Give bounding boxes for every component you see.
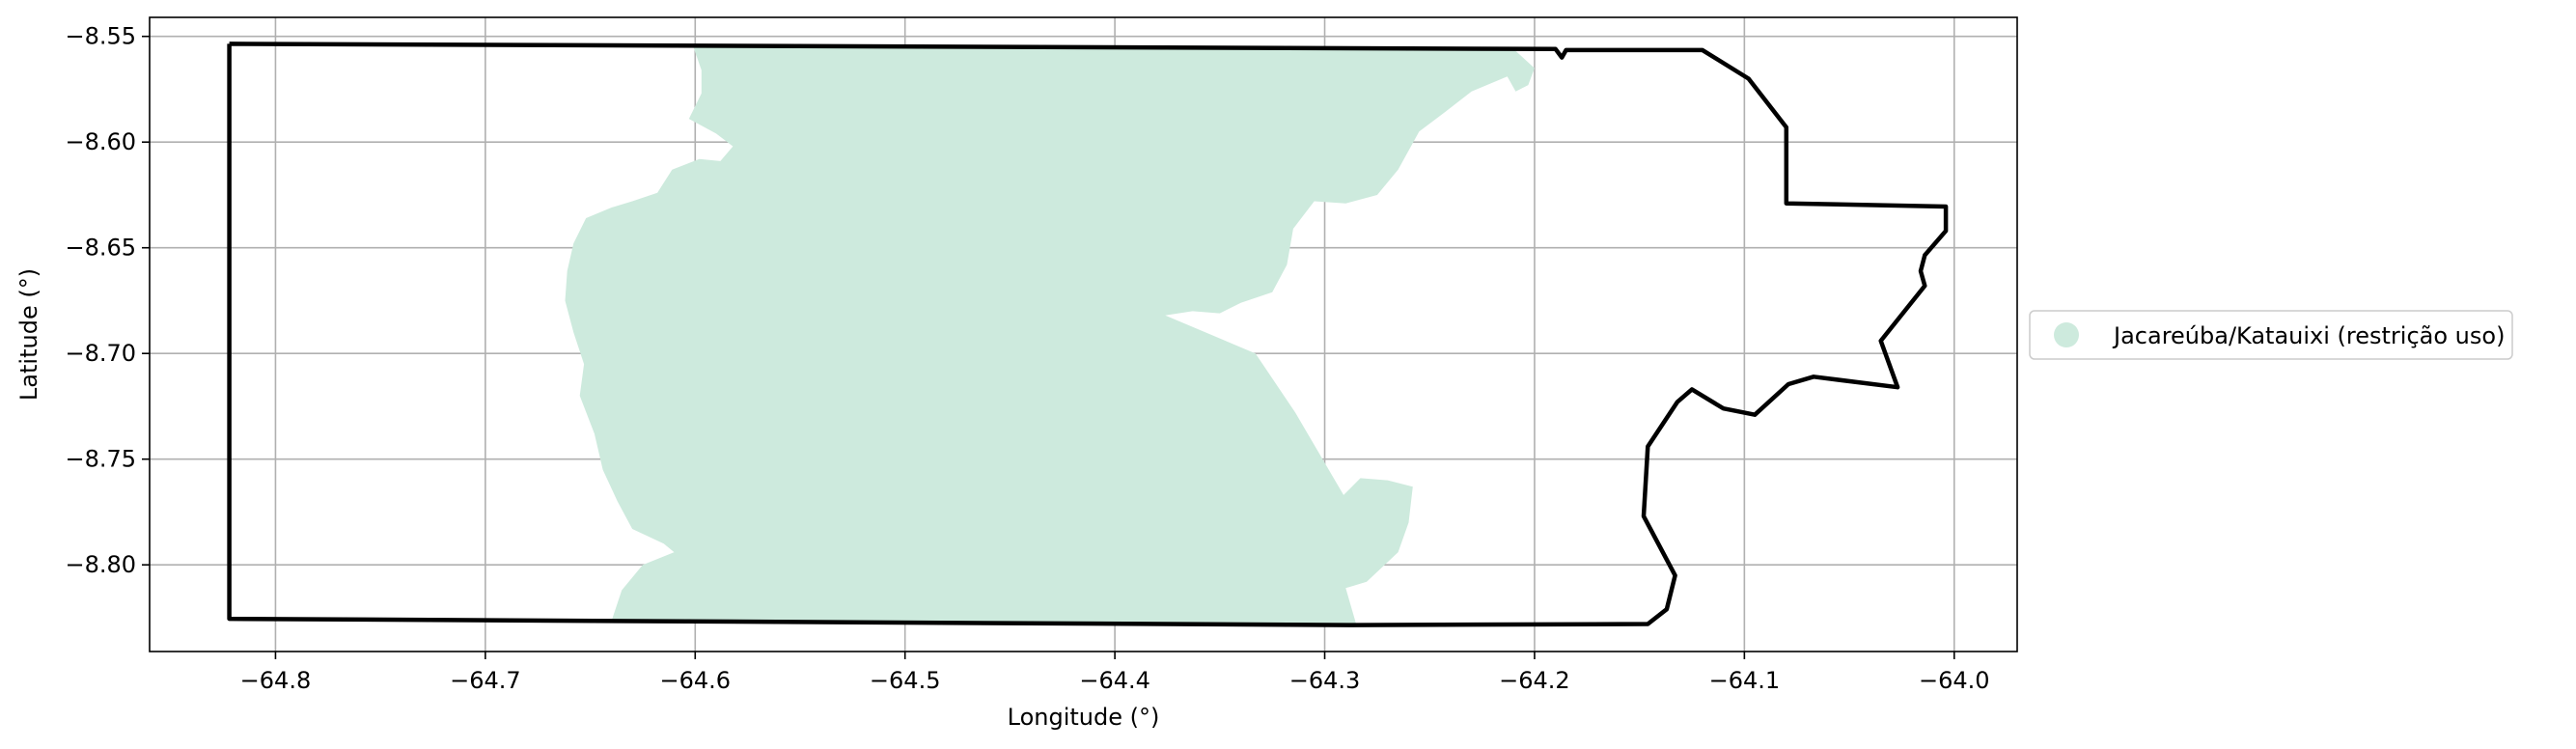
x-tick-label: −64.0 — [1919, 667, 1990, 694]
x-tick-label: −64.3 — [1289, 667, 1361, 694]
x-tick-label: −64.4 — [1079, 667, 1150, 694]
plot-frame — [149, 16, 2018, 652]
x-tick-label: −64.7 — [450, 667, 521, 694]
x-tick-label: −64.5 — [870, 667, 941, 694]
x-tick-label: −64.1 — [1709, 667, 1781, 694]
x-axis-label: Longitude (°) — [1008, 704, 1160, 731]
x-tick-label: −64.6 — [660, 667, 732, 694]
protected-area-polygon — [565, 45, 1535, 624]
legend-box — [2029, 310, 2513, 360]
legend-marker-circle — [2054, 322, 2079, 347]
protected-area-layer — [565, 45, 1535, 624]
x-tick-label: −64.8 — [240, 667, 312, 694]
municipality-boundary-line — [227, 42, 1949, 627]
legend: Jacareúba/Katauixi (restrição uso) — [2029, 310, 2513, 360]
y-tick-label: −8.75 — [65, 446, 136, 473]
legend-entry-label: Jacareúba/Katauixi (restrição uso) — [2112, 322, 2505, 349]
x-tick-label: −64.2 — [1499, 667, 1570, 694]
y-tick-label: −8.55 — [65, 23, 136, 50]
y-tick-label: −8.70 — [65, 340, 136, 367]
y-tick-label: −8.65 — [65, 235, 136, 262]
y-tick-label: −8.60 — [65, 128, 136, 155]
municipality-boundary-layer — [227, 42, 1949, 627]
y-axis-ticks: −8.55 −8.60 −8.65 −8.70 −8.75 −8.80 — [65, 23, 150, 578]
y-axis-label: Latitude (°) — [15, 268, 42, 401]
x-axis-ticks: −64.8 −64.7 −64.6 −64.5 −64.4 −64.3 −64.2 −64.1… — [240, 652, 1990, 694]
y-tick-label: −8.80 — [65, 551, 136, 578]
